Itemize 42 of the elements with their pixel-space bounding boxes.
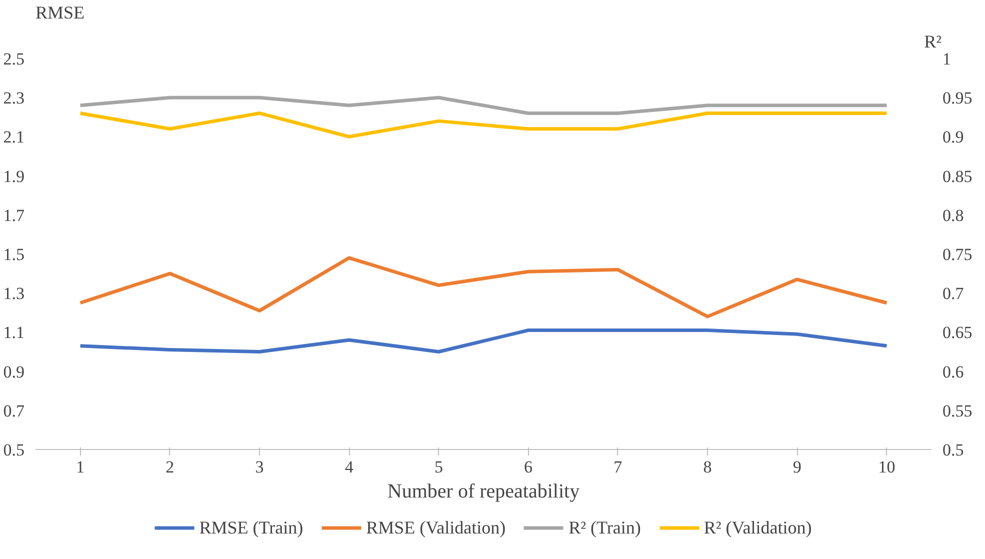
y-tick-label: 0.5: [3, 440, 24, 460]
x-tick-label: 3: [255, 458, 264, 476]
y2-tick-label: 0.5: [942, 440, 964, 460]
y-tick-label: 1.3: [3, 284, 24, 304]
x-tick-label: 5: [434, 458, 443, 476]
x-tick-label: 1: [76, 458, 85, 476]
x-axis-title: Number of repeatability: [387, 480, 580, 502]
legend-label: R² (Validation): [704, 517, 812, 538]
y2-axis-title: R²: [924, 32, 942, 52]
y2-tick-label: 0.95: [942, 88, 972, 108]
legend-label: RMSE (Validation): [366, 517, 506, 538]
y-tick-label: 2.1: [3, 128, 24, 147]
x-tick-label: 2: [166, 458, 174, 476]
line-series: [78, 256, 888, 318]
y2-tick-label: 0.8: [942, 206, 964, 225]
y-tick-label: 0.9: [3, 362, 24, 382]
line-series: [78, 328, 888, 354]
y2-tick-label: 0.85: [942, 166, 972, 186]
y-tick-label: 2.5: [3, 50, 24, 68]
y2-tick-label: 0.7: [942, 284, 964, 304]
y-tick-label: 1.1: [3, 323, 24, 342]
y2-tick-label: 0.55: [942, 401, 972, 420]
y-tick-label: 1.7: [3, 206, 25, 225]
x-tick-label: 10: [878, 458, 896, 476]
x-tick-label: 4: [344, 458, 354, 476]
x-tick-label: 9: [792, 458, 802, 476]
y2-tick-label: 1: [942, 50, 951, 68]
x-tick-label: 7: [614, 458, 623, 476]
y2-tick-label: 0.6: [942, 362, 964, 382]
x-tick-label: 6: [524, 458, 533, 476]
y-tick-label: 1.5: [3, 245, 24, 264]
legend-label: RMSE (Train): [199, 517, 304, 538]
y2-tick-label: 0.65: [942, 323, 972, 342]
x-tick-label: 8: [703, 458, 712, 476]
line-series: [78, 111, 888, 138]
legend-label: R² (Train): [568, 517, 641, 538]
y-axis-title: RMSE: [36, 2, 85, 22]
y2-tick-label: 0.75: [942, 245, 972, 264]
y-tick-label: 2.3: [3, 88, 24, 108]
y2-tick-label: 0.9: [942, 128, 964, 147]
y-tick-label: 0.7: [3, 401, 25, 420]
y-tick-label: 1.9: [3, 166, 24, 186]
